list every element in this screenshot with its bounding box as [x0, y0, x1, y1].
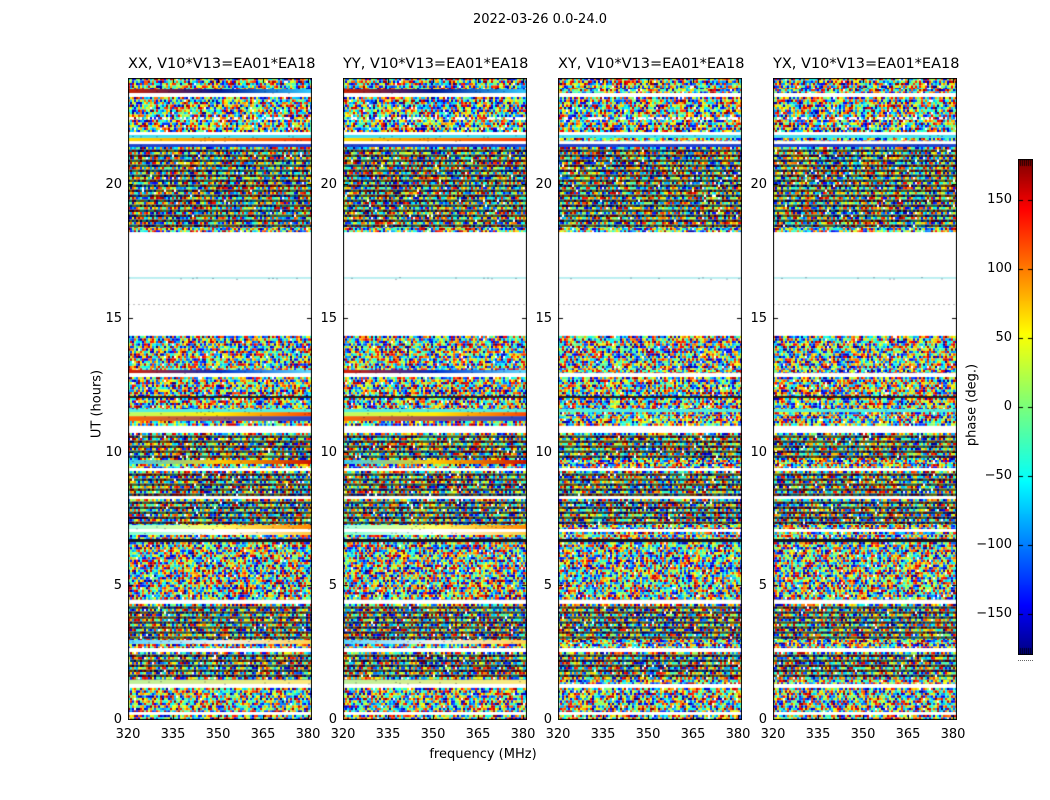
- heatmap-panel-0: [128, 78, 312, 720]
- y-tick-label: 0: [543, 712, 552, 727]
- colorbar-tick-label: 100: [987, 261, 1012, 277]
- colorbar-tick-label: −150: [976, 605, 1012, 621]
- colorbar-tick-label: 150: [987, 192, 1012, 208]
- x-tick-label: 335: [805, 727, 831, 742]
- figure-title: 2022-03-26 0.0-24.0: [473, 12, 607, 27]
- heatmap-panel-3: [773, 78, 957, 720]
- y-tick-label: 0: [113, 712, 122, 727]
- x-axis-label: frequency (MHz): [429, 747, 537, 762]
- y-tick-label: 15: [535, 310, 552, 326]
- x-tick-label: 365: [680, 727, 706, 742]
- y-tick-label: 5: [113, 578, 122, 594]
- y-tick-label: 0: [758, 712, 767, 727]
- panel-title: XX, V10*V13=EA01*EA18: [128, 56, 316, 72]
- y-axis-label: UT (hours): [89, 369, 105, 439]
- y-tick-label: 10: [105, 444, 122, 460]
- x-tick-label: 320: [760, 727, 786, 742]
- x-tick-label: 350: [635, 727, 661, 742]
- x-tick-label: 350: [205, 727, 231, 742]
- y-tick-label: 10: [320, 444, 337, 460]
- x-tick-label: 320: [330, 727, 356, 742]
- x-tick-label: 380: [295, 727, 321, 742]
- x-tick-label: 365: [465, 727, 491, 742]
- y-tick-label: 15: [750, 310, 767, 326]
- colorbar-tick-label: 0: [1003, 399, 1012, 414]
- x-tick-label: 335: [160, 727, 186, 742]
- heatmap-panel-2: [558, 78, 742, 720]
- y-tick-label: 15: [320, 310, 337, 326]
- x-tick-label: 320: [545, 727, 571, 742]
- y-tick-label: 5: [758, 578, 767, 594]
- y-tick-label: 20: [320, 177, 337, 192]
- y-tick-label: 10: [750, 444, 767, 460]
- colorbar-tick-label: −50: [984, 467, 1012, 483]
- colorbar-end-dots: [1018, 660, 1033, 661]
- x-tick-label: 380: [940, 727, 966, 742]
- y-tick-label: 20: [535, 177, 552, 192]
- colorbar-tick-label: 50: [995, 330, 1012, 346]
- x-tick-label: 335: [590, 727, 616, 742]
- x-tick-label: 350: [850, 727, 876, 742]
- colorbar: [1018, 159, 1033, 655]
- x-tick-label: 335: [375, 727, 401, 742]
- x-tick-label: 320: [115, 727, 141, 742]
- x-tick-label: 365: [895, 727, 921, 742]
- y-tick-label: 20: [105, 177, 122, 192]
- y-tick-label: 5: [543, 578, 552, 594]
- y-tick-label: 15: [105, 310, 122, 326]
- y-tick-label: 0: [328, 712, 337, 727]
- x-tick-label: 365: [250, 727, 276, 742]
- y-tick-label: 20: [750, 177, 767, 192]
- colorbar-tick-label: −100: [976, 536, 1012, 552]
- panel-title: YX, V10*V13=EA01*EA18: [773, 56, 960, 72]
- x-tick-label: 380: [510, 727, 536, 742]
- heatmap-panel-1: [343, 78, 527, 720]
- y-tick-label: 10: [535, 444, 552, 460]
- x-tick-label: 380: [725, 727, 751, 742]
- y-tick-label: 5: [328, 578, 337, 594]
- x-tick-label: 350: [420, 727, 446, 742]
- panel-title: XY, V10*V13=EA01*EA18: [558, 56, 745, 72]
- panel-title: YY, V10*V13=EA01*EA18: [343, 56, 529, 72]
